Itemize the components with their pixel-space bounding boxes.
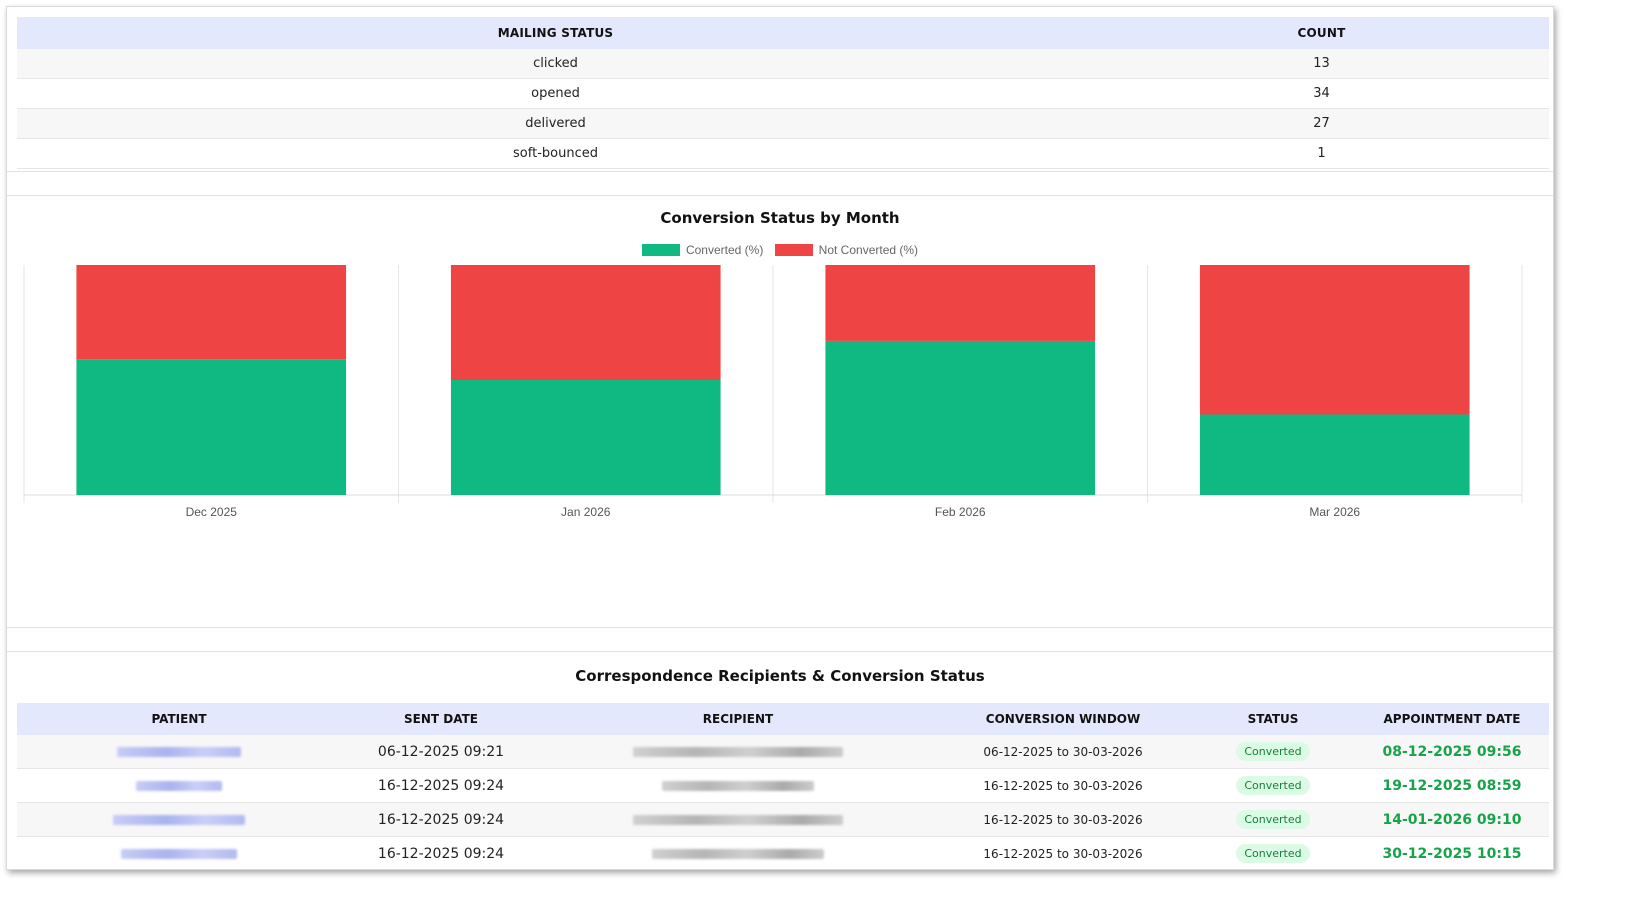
bar-converted[interactable] <box>1199 414 1470 496</box>
section-divider <box>7 627 1553 628</box>
appointment-date-cell: 19-12-2025 08:59 <box>1355 768 1549 803</box>
section-divider <box>7 171 1553 172</box>
column-header-conversion-window[interactable]: CONVERSION WINDOW <box>935 703 1191 735</box>
conversion-window-cell: 16-12-2025 to 30-03-2026 <box>935 768 1191 803</box>
recipient-cell <box>541 768 935 803</box>
column-header-patient[interactable]: PATIENT <box>17 703 341 735</box>
x-tick-label: Feb 2026 <box>935 505 986 519</box>
table-row: clicked 13 <box>17 49 1549 79</box>
appointment-date-cell: 14-01-2026 09:10 <box>1355 802 1549 837</box>
legend-label: Not Converted (%) <box>818 243 919 257</box>
status-cell: Converted <box>1191 735 1355 769</box>
bar-not-converted[interactable] <box>825 265 1096 341</box>
patient-cell[interactable] <box>17 735 341 769</box>
count-cell: 27 <box>1094 108 1549 139</box>
column-header-status[interactable]: STATUS <box>1191 703 1355 735</box>
sent-date-cell: 16-12-2025 09:24 <box>341 802 541 837</box>
bar-not-converted[interactable] <box>76 265 347 360</box>
status-badge: Converted <box>1236 810 1310 829</box>
table-row: 16-12-2025 09:24 16-12-2025 to 30-03-202… <box>17 768 1549 803</box>
legend-item-not-converted[interactable]: Not Converted (%) <box>774 243 919 257</box>
bar-converted[interactable] <box>825 340 1096 495</box>
chart-legend: Converted (%) Not Converted (%) <box>7 243 1553 259</box>
mailing-status-cell: soft-bounced <box>17 138 1094 169</box>
table-row: opened 34 <box>17 78 1549 109</box>
redacted-patient-name[interactable] <box>113 814 245 825</box>
status-cell: Converted <box>1191 768 1355 803</box>
status-badge: Converted <box>1236 742 1310 761</box>
column-header-appointment-date[interactable]: APPOINTMENT DATE <box>1355 703 1549 735</box>
status-cell: Converted <box>1191 802 1355 837</box>
count-cell: 1 <box>1094 138 1549 169</box>
report-sheet: MAILING STATUS COUNT clicked 13 opened 3… <box>6 6 1554 870</box>
column-header-sent-date[interactable]: SENT DATE <box>341 703 541 735</box>
table-row: delivered 27 <box>17 108 1549 139</box>
patient-cell[interactable] <box>17 836 341 869</box>
table-row: 16-12-2025 09:24 16-12-2025 to 30-03-202… <box>17 836 1549 869</box>
recipient-cell <box>541 836 935 869</box>
legend-item-converted[interactable]: Converted (%) <box>641 243 764 257</box>
column-header-mailing-status[interactable]: MAILING STATUS <box>17 17 1094 49</box>
mailing-status-cell: delivered <box>17 108 1094 139</box>
patient-cell[interactable] <box>17 768 341 803</box>
conversion-chart: Dec 2025 Jan 2026 Feb 2026 Mar 2026 <box>23 265 1523 519</box>
recipient-cell <box>541 802 935 837</box>
legend-label: Converted (%) <box>685 243 764 257</box>
table-header-row: MAILING STATUS COUNT <box>17 17 1549 49</box>
x-tick-label: Mar 2026 <box>1309 505 1360 519</box>
redacted-recipient <box>633 814 843 825</box>
table-row: soft-bounced 1 <box>17 138 1549 169</box>
column-header-recipient[interactable]: RECIPIENT <box>541 703 935 735</box>
recipient-cell <box>541 735 935 769</box>
status-badge: Converted <box>1236 776 1310 795</box>
mailing-status-table: MAILING STATUS COUNT clicked 13 opened 3… <box>17 17 1549 169</box>
legend-swatch-converted <box>641 244 680 256</box>
conversion-window-cell: 16-12-2025 to 30-03-2026 <box>935 836 1191 869</box>
table-row: 16-12-2025 09:24 16-12-2025 to 30-03-202… <box>17 802 1549 837</box>
conversion-window-cell: 16-12-2025 to 30-03-2026 <box>935 802 1191 837</box>
redacted-patient-name[interactable] <box>136 780 222 791</box>
mailing-status-cell: opened <box>17 78 1094 109</box>
redacted-recipient <box>633 746 843 757</box>
table-header-row: PATIENT SENT DATE RECIPIENT CONVERSION W… <box>17 703 1549 735</box>
bar-not-converted[interactable] <box>1199 265 1470 415</box>
recipients-table: PATIENT SENT DATE RECIPIENT CONVERSION W… <box>17 703 1549 869</box>
sent-date-cell: 16-12-2025 09:24 <box>341 768 541 803</box>
redacted-patient-name[interactable] <box>121 848 237 859</box>
x-tick-label: Jan 2026 <box>561 505 611 519</box>
count-cell: 34 <box>1094 78 1549 109</box>
column-header-count[interactable]: COUNT <box>1094 17 1549 49</box>
recipients-title: Correspondence Recipients & Conversion S… <box>575 667 985 685</box>
appointment-date-cell: 30-12-2025 10:15 <box>1355 836 1549 869</box>
sent-date-cell: 16-12-2025 09:24 <box>341 836 541 869</box>
status-badge: Converted <box>1236 844 1310 863</box>
patient-cell[interactable] <box>17 802 341 837</box>
count-cell: 13 <box>1094 49 1549 79</box>
section-divider <box>7 651 1553 652</box>
chart-title: Conversion Status by Month <box>660 209 900 227</box>
redacted-recipient <box>652 848 824 859</box>
section-divider <box>7 195 1553 196</box>
redacted-recipient <box>662 780 814 791</box>
bar-converted[interactable] <box>76 359 347 495</box>
conversion-window-cell: 06-12-2025 to 30-03-2026 <box>935 735 1191 769</box>
x-tick-label: Dec 2025 <box>186 505 238 519</box>
bar-converted[interactable] <box>450 380 721 495</box>
bar-not-converted[interactable] <box>450 265 721 380</box>
appointment-date-cell: 08-12-2025 09:56 <box>1355 735 1549 769</box>
sent-date-cell: 06-12-2025 09:21 <box>341 735 541 769</box>
mailing-status-cell: clicked <box>17 49 1094 79</box>
status-cell: Converted <box>1191 836 1355 869</box>
legend-swatch-not-converted <box>774 244 813 256</box>
redacted-patient-name[interactable] <box>117 746 241 757</box>
table-row: 06-12-2025 09:21 06-12-2025 to 30-03-202… <box>17 735 1549 769</box>
